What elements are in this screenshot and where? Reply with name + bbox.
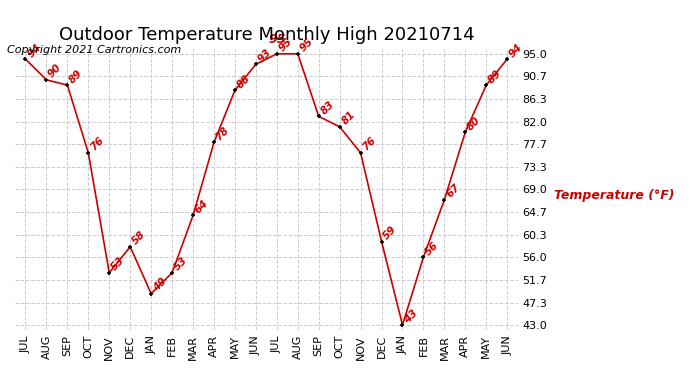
Point <box>250 61 262 67</box>
Point <box>397 322 408 328</box>
Point <box>146 291 157 297</box>
Text: 43: 43 <box>402 308 420 325</box>
Point <box>293 51 304 57</box>
Point <box>502 56 513 62</box>
Point <box>439 197 450 203</box>
Text: 83: 83 <box>319 99 336 116</box>
Text: 67: 67 <box>444 183 462 200</box>
Text: 81: 81 <box>339 110 357 127</box>
Text: 76: 76 <box>361 135 378 153</box>
Point <box>313 113 324 119</box>
Point <box>83 150 94 156</box>
Text: 95: 95 <box>298 36 315 54</box>
Text: 94: 94 <box>507 42 524 59</box>
Point <box>376 238 387 244</box>
Point <box>125 244 136 250</box>
Text: 89: 89 <box>486 68 504 85</box>
Point <box>41 77 52 83</box>
Title: Outdoor Temperature Monthly High 20210714: Outdoor Temperature Monthly High 2021071… <box>59 26 474 44</box>
Text: 49: 49 <box>151 276 168 294</box>
Point <box>62 82 73 88</box>
Text: 58: 58 <box>130 230 148 247</box>
Point <box>104 270 115 276</box>
Text: 64: 64 <box>193 198 210 215</box>
Text: 89: 89 <box>68 68 85 85</box>
Point <box>166 270 177 276</box>
Point <box>229 87 240 93</box>
Text: 94: 94 <box>26 42 43 59</box>
Point <box>481 82 492 88</box>
Point <box>355 150 366 156</box>
Point <box>188 212 199 218</box>
Text: 93: 93 <box>256 47 273 64</box>
Text: 80: 80 <box>465 115 482 132</box>
Point <box>418 254 429 260</box>
Point <box>271 51 282 57</box>
Point <box>460 129 471 135</box>
Text: 90: 90 <box>46 63 63 80</box>
Point <box>208 140 219 146</box>
Text: 56: 56 <box>424 240 441 257</box>
Text: 53: 53 <box>172 255 190 273</box>
Text: 76: 76 <box>88 135 106 153</box>
Text: 88: 88 <box>235 73 253 90</box>
Text: Copyright 2021 Cartronics.com: Copyright 2021 Cartronics.com <box>7 45 181 55</box>
Text: 53: 53 <box>109 255 126 273</box>
Text: 78: 78 <box>214 125 231 142</box>
Y-axis label: Temperature (°F): Temperature (°F) <box>555 189 675 202</box>
Point <box>20 56 31 62</box>
Text: 95: 95 <box>268 33 286 46</box>
Text: 95: 95 <box>277 36 294 54</box>
Point <box>334 124 345 130</box>
Text: 59: 59 <box>382 224 399 242</box>
